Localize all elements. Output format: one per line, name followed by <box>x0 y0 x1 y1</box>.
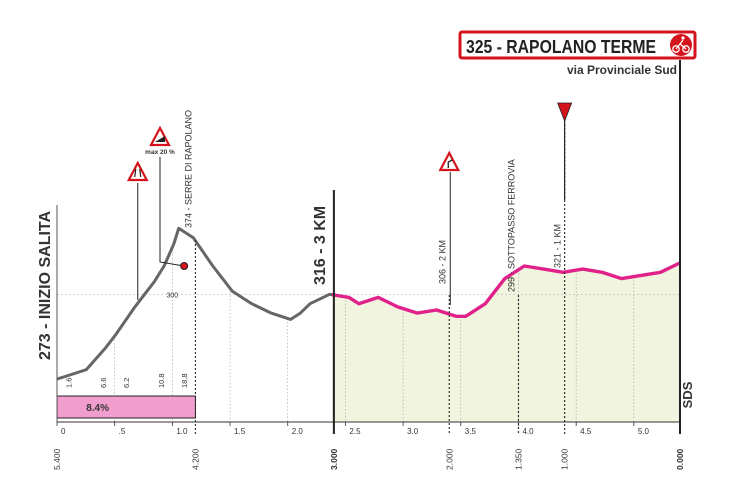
gradient-value-label: 10.8 <box>157 373 166 388</box>
gradient-value-label: 6.2 <box>122 378 131 388</box>
vertical-label: 299 - SOTTOPASSO FERROVIA <box>506 159 516 292</box>
narrow-road-icon <box>126 160 149 300</box>
gradient-value-label: 1.6 <box>65 378 74 388</box>
remaining-distance-label: 1.350 <box>513 448 523 470</box>
remaining-distance-label: 2.000 <box>444 448 454 470</box>
profile-area-last3km <box>332 262 680 422</box>
distance-tick-label: 4.0 <box>522 427 534 436</box>
finish-header: 325 - RAPOLANO TERME via Provinciale Sud <box>458 30 697 77</box>
distance-tick-label: 2.0 <box>292 427 304 436</box>
reference-level-label: 300 <box>166 292 178 299</box>
last-km-flag-shape <box>557 102 573 123</box>
sds-logo: SDS <box>680 381 695 408</box>
cyclist-finish-icon <box>670 34 692 56</box>
vertical-label: 306 - 2 KM <box>437 240 447 284</box>
distance-tick-label: 1.0 <box>176 427 188 436</box>
max-gradient-pointer <box>159 157 185 267</box>
remaining-distance-label: 3.000 <box>329 448 339 470</box>
vertical-label: 374 - SERRE DI RAPOLANO <box>183 110 193 228</box>
remaining-distance-label: 5.400 <box>52 448 62 470</box>
max-gradient-point <box>180 262 189 270</box>
max-gradient-icon: max 20 % <box>145 125 189 270</box>
remaining-distance-label: 0.000 <box>675 448 685 470</box>
remaining-distance-label: 4.200 <box>190 448 200 470</box>
distance-tick-label: 3.5 <box>465 427 477 436</box>
sharp-turn-sign-glyph <box>447 159 453 168</box>
vertical-label: 273 - INIZIO SALITA <box>37 211 54 361</box>
finish-box <box>458 30 697 60</box>
vertical-label: 316 - 3 KM <box>312 206 329 285</box>
max-gradient-sign-glyph <box>155 136 165 142</box>
gradient-bar-label: 8.4% <box>86 403 109 414</box>
finish-via: via Provinciale Sud <box>567 63 677 77</box>
gradient-bar <box>56 395 196 419</box>
distance-tick-label: 3.0 <box>407 427 419 436</box>
finish-label: 325 - RAPOLANO TERME <box>466 37 656 57</box>
gradient-value-label: 18.8 <box>180 373 189 388</box>
max-gradient-sign-shape <box>149 125 171 147</box>
profile-line-climb <box>56 226 332 381</box>
distance-tick-label: 0 <box>61 427 66 436</box>
distance-tick-label: 4.5 <box>580 427 592 436</box>
distance-tick-label: .5 <box>119 427 126 436</box>
gradient-value-label: 6.6 <box>99 378 108 388</box>
last-km-flag-icon <box>557 102 573 200</box>
distance-tick-label: 5.0 <box>638 427 650 436</box>
remaining-distance-label: 1.000 <box>560 448 570 470</box>
sharp-turn-icon <box>438 150 461 305</box>
distance-tick-label: 2.5 <box>349 427 361 436</box>
profile-area-climb <box>57 228 332 422</box>
narrow-road-sign-glyph <box>134 168 142 178</box>
max-gradient-label: max 20 % <box>145 149 175 156</box>
profile-line-last3km <box>332 261 681 318</box>
distance-tick-label: 1.5 <box>234 427 246 436</box>
vertical-label: 321 - 1 KM <box>553 224 563 268</box>
narrow-road-sign-shape <box>126 160 149 182</box>
